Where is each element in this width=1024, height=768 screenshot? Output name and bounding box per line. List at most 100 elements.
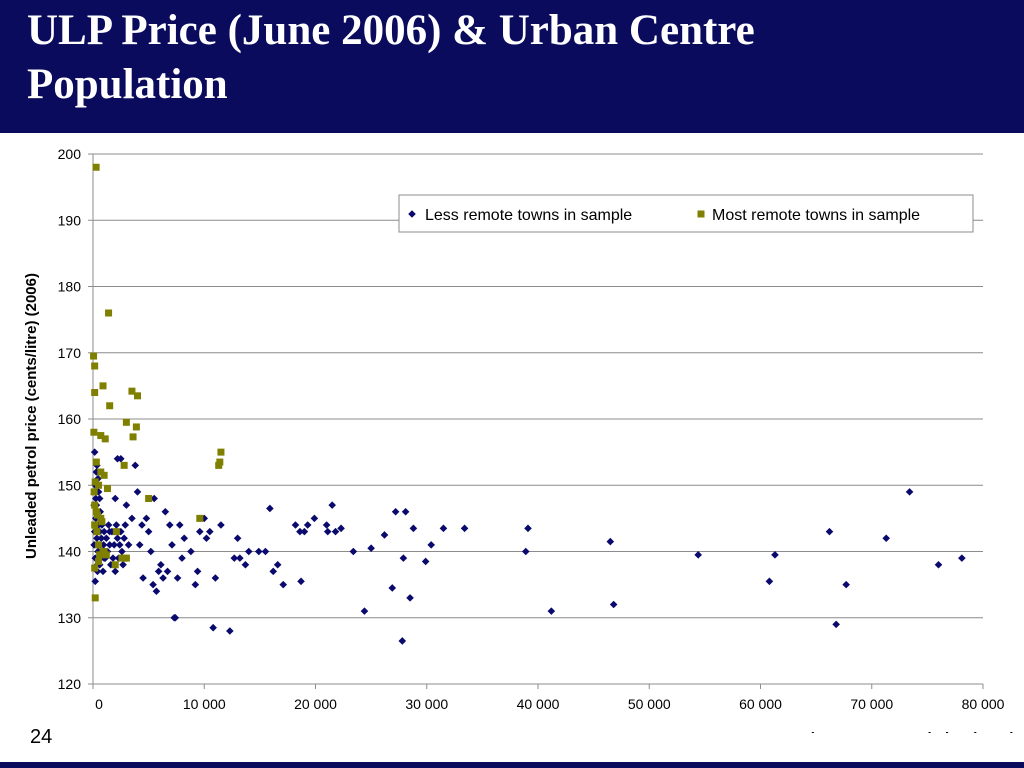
- data-point-less-remote: [191, 580, 200, 589]
- x-tick-label: 10 000: [183, 696, 226, 712]
- title-bar: [0, 0, 1024, 133]
- data-point-less-remote: [244, 547, 253, 556]
- data-point-less-remote: [168, 541, 176, 549]
- data-point-less-remote: [119, 560, 127, 569]
- data-point-most-remote: [95, 481, 103, 489]
- data-point-most-remote: [99, 382, 107, 390]
- data-point-most-remote: [128, 387, 136, 395]
- data-point-less-remote: [149, 580, 157, 589]
- data-point-less-remote: [303, 521, 312, 529]
- data-point-less-remote: [694, 551, 702, 559]
- data-point-less-remote: [771, 551, 779, 559]
- data-point-less-remote: [882, 534, 891, 543]
- data-point-less-remote: [958, 554, 966, 562]
- slide-number: 24: [30, 726, 53, 748]
- data-point-less-remote: [606, 537, 615, 546]
- x-tick-label: 60 000: [739, 696, 782, 712]
- data-point-most-remote: [122, 554, 130, 562]
- x-tick-label: 40 000: [517, 696, 560, 712]
- data-point-most-remote: [120, 461, 128, 469]
- data-point-less-remote: [291, 521, 300, 529]
- data-point-less-remote: [90, 448, 99, 456]
- data-point-most-remote: [215, 461, 223, 469]
- data-point-less-remote: [297, 577, 305, 586]
- data-point-less-remote: [113, 534, 122, 543]
- data-point-less-remote: [124, 541, 133, 549]
- data-point-less-remote: [609, 600, 618, 609]
- data-point-most-remote: [92, 163, 100, 171]
- data-point-less-remote: [233, 534, 242, 543]
- data-point-less-remote: [421, 557, 430, 566]
- data-point-less-remote: [399, 554, 408, 562]
- x-axis-title: Urban centre population (2006): [794, 730, 1015, 733]
- data-point-less-remote: [187, 547, 195, 556]
- data-point-most-remote: [129, 433, 137, 441]
- legend-label-most-remote: Most remote towns in sample: [712, 207, 920, 224]
- data-point-most-remote: [91, 362, 99, 370]
- data-point-less-remote: [120, 534, 128, 543]
- x-tick-label: 0: [95, 696, 103, 712]
- data-point-less-remote: [241, 560, 250, 569]
- data-point-less-remote: [427, 541, 435, 549]
- data-point-less-remote: [226, 627, 234, 635]
- data-point-most-remote: [132, 423, 140, 431]
- data-point-less-remote: [139, 574, 147, 582]
- data-point-less-remote: [147, 547, 155, 556]
- data-point-less-remote: [159, 574, 167, 582]
- data-point-less-remote: [175, 521, 184, 529]
- data-point-most-remote: [111, 561, 119, 569]
- legend-box: [398, 194, 974, 233]
- data-point-less-remote: [104, 521, 113, 529]
- data-point-less-remote: [401, 507, 410, 516]
- data-point-less-remote: [161, 507, 170, 516]
- data-point-most-remote: [90, 428, 98, 436]
- data-point-less-remote: [180, 534, 189, 543]
- data-point-most-remote: [98, 518, 106, 526]
- data-point-less-remote: [460, 524, 469, 533]
- data-point-less-remote: [406, 594, 414, 602]
- y-tick-label: 160: [58, 411, 82, 427]
- data-point-most-remote: [100, 548, 108, 555]
- data-point-less-remote: [236, 554, 244, 562]
- data-point-less-remote: [209, 623, 217, 632]
- y-tick-label: 140: [58, 544, 82, 560]
- scatter-chart: 120 130 140 150 160 170 180 190 200 0 10 000 20 000…: [23, 146, 1015, 733]
- data-point-most-remote: [101, 435, 109, 443]
- data-point-less-remote: [367, 544, 375, 552]
- data-point-less-remote: [95, 494, 104, 503]
- data-point-most-remote: [217, 448, 225, 456]
- data-point-less-remote: [196, 527, 204, 536]
- data-point-less-remote: [154, 567, 163, 576]
- data-point-less-remote: [193, 567, 202, 576]
- y-tick-label: 200: [58, 146, 82, 162]
- data-point-most-remote: [145, 495, 153, 502]
- data-point-less-remote: [122, 501, 131, 509]
- data-point-most-remote: [134, 392, 141, 400]
- y-tick-label: 120: [58, 676, 82, 692]
- data-point-less-remote: [398, 637, 407, 645]
- data-point-less-remote: [142, 514, 151, 523]
- data-point-less-remote: [112, 521, 121, 529]
- bottom-bar: [0, 762, 1024, 768]
- data-point-less-remote: [266, 504, 274, 513]
- data-point-less-remote: [842, 580, 850, 589]
- data-point-less-remote: [131, 461, 140, 470]
- data-point-less-remote: [409, 524, 418, 533]
- data-point-less-remote: [171, 613, 180, 622]
- data-point-less-remote: [128, 514, 136, 523]
- data-point-less-remote: [322, 521, 331, 529]
- data-point-most-remote: [105, 309, 113, 317]
- data-point-less-remote: [391, 507, 400, 516]
- data-point-most-remote: [100, 471, 108, 479]
- y-tick-label: 170: [58, 345, 82, 361]
- x-tick-label: 80 000: [962, 696, 1005, 712]
- y-axis-title: Unleaded petrol price (cents/litre) (200…: [23, 273, 40, 559]
- slide-title: ULP Price (June 2006) & Urban Centre Pop…: [27, 7, 755, 108]
- data-point-less-remote: [273, 560, 282, 569]
- data-point-most-remote: [92, 458, 100, 466]
- data-point-less-remote: [765, 577, 774, 586]
- data-point-less-remote: [117, 454, 125, 463]
- legend-label-less-remote: Less remote towns in sample: [425, 207, 632, 224]
- data-point-less-remote: [388, 584, 397, 592]
- data-point-most-remote: [118, 554, 126, 562]
